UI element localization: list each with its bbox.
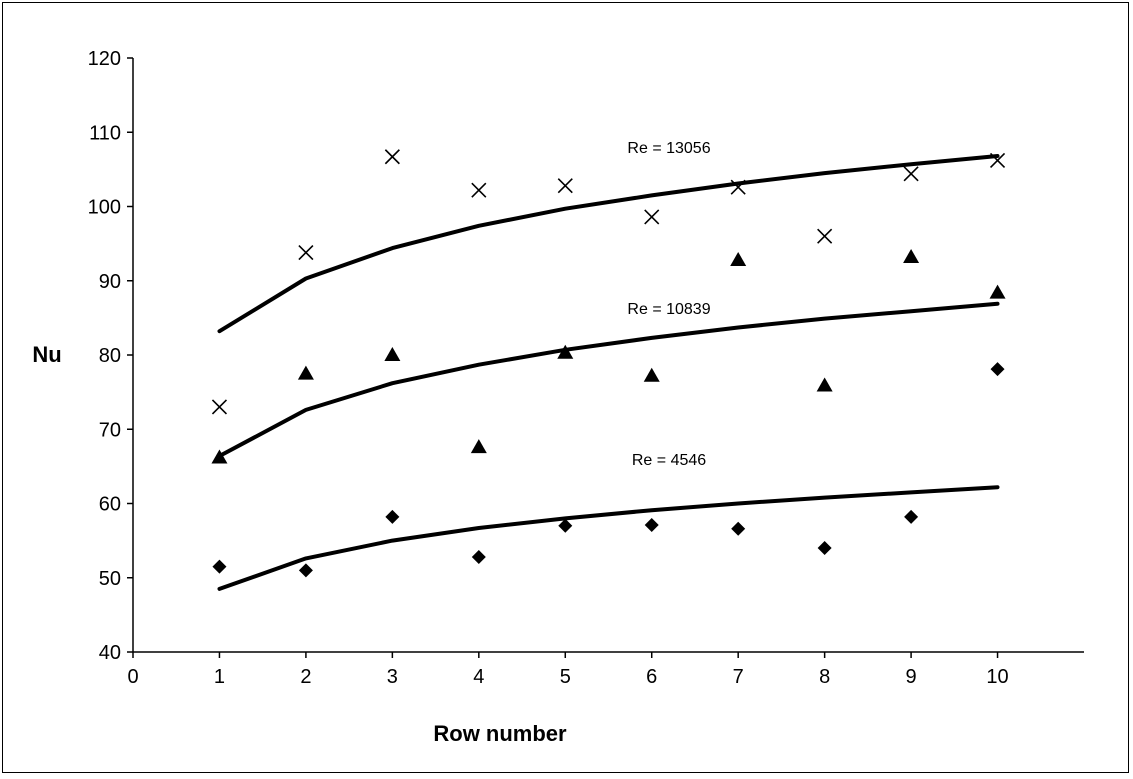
cross-marker bbox=[989, 152, 1006, 169]
x-tick-label: 9 bbox=[906, 666, 917, 688]
x-tick-label: 8 bbox=[819, 666, 830, 688]
axes: 40 50 60 70 80 90 100 110 120 0 1 2 3 4 5 6 7 8 9 10 bbox=[88, 48, 1084, 688]
diamond-marker bbox=[385, 509, 400, 524]
annotations: Re = 13056 Re = 10839 Re = 4546 bbox=[627, 140, 710, 469]
triangle-marker bbox=[470, 439, 487, 454]
fit-curve bbox=[217, 154, 1000, 334]
triangle-marker bbox=[903, 248, 920, 263]
triangle-marker bbox=[989, 284, 1006, 299]
curve-annotation: Re = 10839 bbox=[627, 301, 710, 318]
y-tick-label: 50 bbox=[99, 568, 121, 590]
data-markers bbox=[211, 149, 1006, 578]
triangle-marker bbox=[643, 367, 660, 382]
fit-curve bbox=[217, 301, 1000, 458]
diamond-marker bbox=[558, 518, 573, 533]
y-axis-title: Nu bbox=[32, 342, 61, 367]
curve-annotation: Re = 4546 bbox=[632, 452, 706, 469]
cross-marker bbox=[211, 399, 228, 415]
y-tick-label: 40 bbox=[99, 642, 121, 664]
cross-marker bbox=[817, 228, 833, 244]
x-axis-title: Row number bbox=[433, 721, 567, 746]
triangle-marker bbox=[384, 347, 401, 361]
y-tick-label: 70 bbox=[99, 419, 121, 441]
x-tick-label: 2 bbox=[300, 666, 311, 688]
x-tick-label: 6 bbox=[646, 666, 657, 688]
cross-marker bbox=[471, 182, 487, 198]
cross-marker bbox=[298, 244, 314, 261]
y-tick-label: 80 bbox=[99, 345, 121, 367]
diamond-marker bbox=[990, 362, 1005, 377]
y-tick-label: 120 bbox=[88, 48, 121, 70]
y-tick-label: 100 bbox=[88, 197, 121, 219]
diamond-marker bbox=[904, 509, 919, 524]
triangle-marker bbox=[557, 344, 574, 359]
y-tick-label: 60 bbox=[99, 494, 121, 516]
chart: 40 50 60 70 80 90 100 110 120 0 1 2 3 4 5 6 7 8 9 10 Re = 1… bbox=[32, 48, 1084, 746]
cross-marker bbox=[557, 178, 573, 194]
triangle-marker bbox=[211, 449, 228, 464]
fit-curves bbox=[217, 154, 1000, 591]
diamond-marker bbox=[298, 563, 313, 578]
x-tick-label: 4 bbox=[473, 666, 484, 688]
cross-marker bbox=[384, 149, 400, 165]
diamond-marker bbox=[644, 518, 659, 533]
x-tick-label: 5 bbox=[560, 666, 571, 688]
x-tick-label: 3 bbox=[387, 666, 398, 688]
diamond-marker bbox=[817, 541, 832, 556]
cross-marker bbox=[644, 209, 660, 225]
triangle-marker bbox=[816, 377, 833, 392]
x-tick-label: 0 bbox=[127, 666, 138, 688]
diamond-marker bbox=[471, 549, 486, 564]
cross-marker bbox=[730, 179, 746, 195]
triangle-marker bbox=[730, 251, 747, 266]
curve-annotation: Re = 13056 bbox=[627, 140, 710, 157]
fit-curve bbox=[217, 485, 1000, 591]
diamond-marker bbox=[731, 521, 746, 536]
cross-marker bbox=[903, 166, 919, 182]
y-tick-label: 110 bbox=[89, 122, 121, 144]
triangle-marker bbox=[297, 365, 314, 380]
y-tick-label: 90 bbox=[99, 271, 121, 293]
x-tick-label: 10 bbox=[986, 666, 1008, 688]
x-tick-label: 7 bbox=[733, 666, 744, 688]
x-tick-label: 1 bbox=[214, 666, 225, 688]
diamond-marker bbox=[212, 559, 227, 574]
